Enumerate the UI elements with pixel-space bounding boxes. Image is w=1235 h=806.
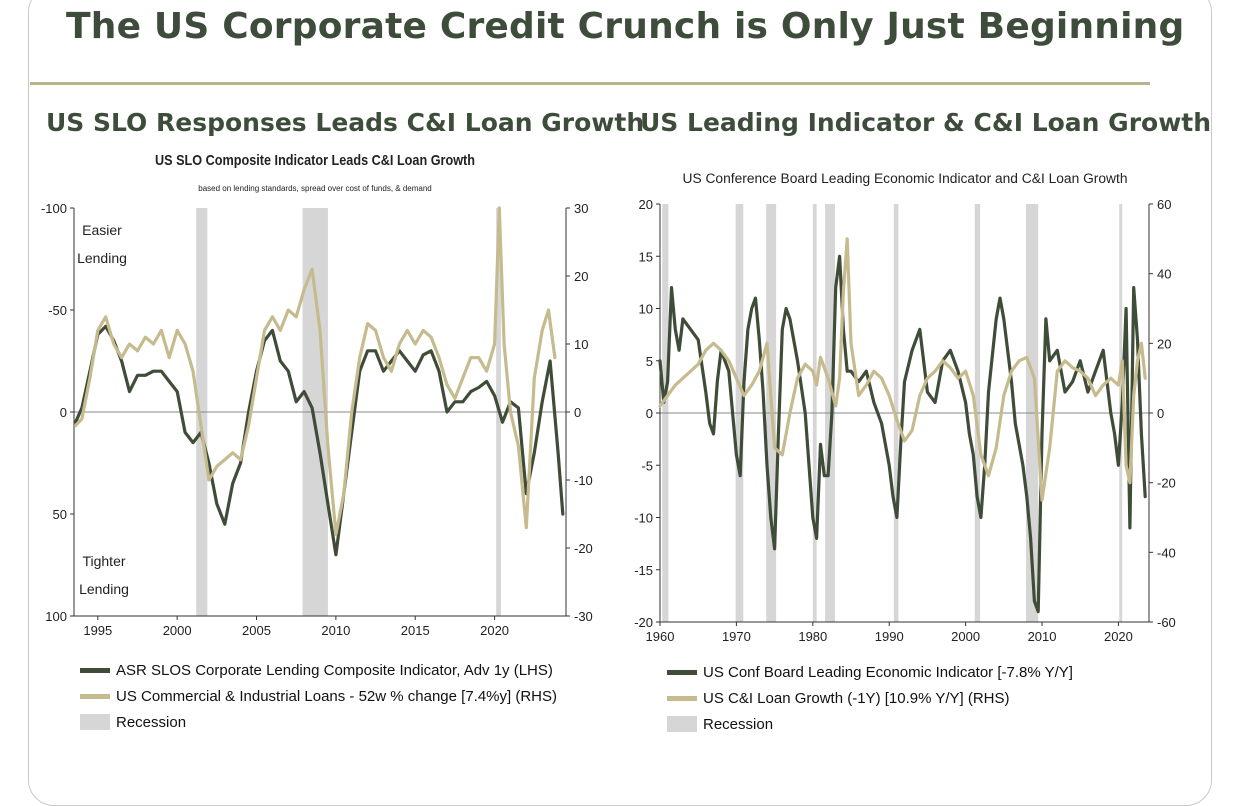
right-tick-label: 30 <box>574 201 588 216</box>
x-tick-label: 2020 <box>480 623 509 638</box>
left-tick-label: -15 <box>634 563 653 578</box>
legend-item: Recession <box>80 709 557 735</box>
series-line-dark <box>73 324 565 557</box>
left-tick-label: -50 <box>48 303 67 318</box>
right-tick-label: 0 <box>574 405 581 420</box>
legend-item: Recession <box>667 711 1073 737</box>
legend-label: US Commercial & Industrial Loans - 52w %… <box>116 687 558 705</box>
left-tick-label: 5 <box>646 354 653 369</box>
x-tick-label: 1970 <box>722 629 751 644</box>
slide-title: The US Corporate Credit Crunch is Only J… <box>66 6 1185 47</box>
left-tick-label: 50 <box>53 507 67 522</box>
series-line-light <box>73 206 557 536</box>
x-tick-label: 2010 <box>321 623 350 638</box>
right-tick-label: 0 <box>1157 406 1164 421</box>
title-rule <box>30 82 1150 85</box>
legend-label: Recession <box>116 713 187 731</box>
legend-swatch <box>667 695 697 701</box>
left-tick-label: 100 <box>45 609 67 624</box>
right-tick-label: -40 <box>1157 545 1176 560</box>
right-tick-label: -20 <box>1157 476 1176 491</box>
left-legend: ASR SLOS Corporate Lending Composite Ind… <box>80 657 557 735</box>
left-tick-label: -10 <box>634 511 653 526</box>
right-tick-label: -30 <box>574 609 593 624</box>
left-chart-subtitle: based on lending standards, spread over … <box>198 184 431 193</box>
left-tick-label: 10 <box>639 302 653 317</box>
left-chart: US SLO Composite Indicator Leads C&I Loa… <box>41 152 593 638</box>
x-tick-label: 2015 <box>401 623 430 638</box>
x-tick-label: 1980 <box>798 629 827 644</box>
x-tick-label: 1960 <box>646 629 675 644</box>
x-tick-label: 1995 <box>83 623 112 638</box>
x-tick-label: 2000 <box>163 623 192 638</box>
legend-swatch <box>80 667 110 673</box>
legend-label: ASR SLOS Corporate Lending Composite Ind… <box>116 661 553 679</box>
legend-swatch <box>667 716 697 732</box>
annotation-easier-lending: Lending <box>77 250 127 266</box>
right-chart-title: US Conference Board Leading Economic Ind… <box>683 171 1128 186</box>
left-tick-label: -100 <box>41 201 67 216</box>
right-tick-label: 60 <box>1157 197 1171 212</box>
left-tick-label: 20 <box>639 197 653 212</box>
right-panel-title: US Leading Indicator & C&I Loan Growth <box>640 108 1212 137</box>
legend-item: US C&I Loan Growth (-1Y) [10.9% Y/Y] (RH… <box>667 685 1073 711</box>
right-tick-label: 20 <box>1157 336 1171 351</box>
right-tick-label: -10 <box>574 473 593 488</box>
legend-label: Recession <box>703 715 774 733</box>
legend-swatch <box>80 714 110 730</box>
right-tick-label: 40 <box>1157 267 1171 282</box>
x-tick-label: 2000 <box>951 629 980 644</box>
legend-item: US Conf Board Leading Economic Indicator… <box>667 659 1073 685</box>
right-tick-label: 10 <box>574 337 588 352</box>
plot-background <box>73 208 567 617</box>
left-tick-label: 15 <box>639 249 653 264</box>
left-tick-label: -20 <box>634 615 653 630</box>
left-tick-label: -5 <box>641 458 653 473</box>
x-tick-label: 2010 <box>1028 629 1057 644</box>
annotation-easier: Easier <box>82 222 122 238</box>
series-line-dark <box>658 254 1147 614</box>
series-line-light <box>658 237 1147 502</box>
left-chart-title: US SLO Composite Indicator Leads C&I Loa… <box>155 152 475 169</box>
left-panel-title: US SLO Responses Leads C&I Loan Growth <box>46 108 645 137</box>
legend-label: US C&I Loan Growth (-1Y) [10.9% Y/Y] (RH… <box>703 689 1010 707</box>
x-tick-label: 2020 <box>1104 629 1133 644</box>
right-legend: US Conf Board Leading Economic Indicator… <box>667 659 1073 737</box>
legend-swatch <box>667 669 697 675</box>
left-tick-label: 0 <box>646 406 653 421</box>
legend-item: ASR SLOS Corporate Lending Composite Ind… <box>80 657 557 683</box>
left-tick-label: 0 <box>60 405 67 420</box>
x-tick-label: 2005 <box>242 623 271 638</box>
legend-swatch <box>80 693 110 699</box>
legend-item: US Commercial & Industrial Loans - 52w %… <box>80 683 557 709</box>
legend-label: US Conf Board Leading Economic Indicator… <box>703 663 1073 681</box>
right-tick-label: -60 <box>1157 615 1176 630</box>
right-tick-label: 20 <box>574 269 588 284</box>
right-chart: US Conference Board Leading Economic Ind… <box>634 171 1176 644</box>
right-tick-label: -20 <box>574 541 593 556</box>
annotation-tighter: Tighter <box>82 553 125 569</box>
annotation-tighter-lending: Lending <box>79 581 129 597</box>
x-tick-label: 1990 <box>875 629 904 644</box>
